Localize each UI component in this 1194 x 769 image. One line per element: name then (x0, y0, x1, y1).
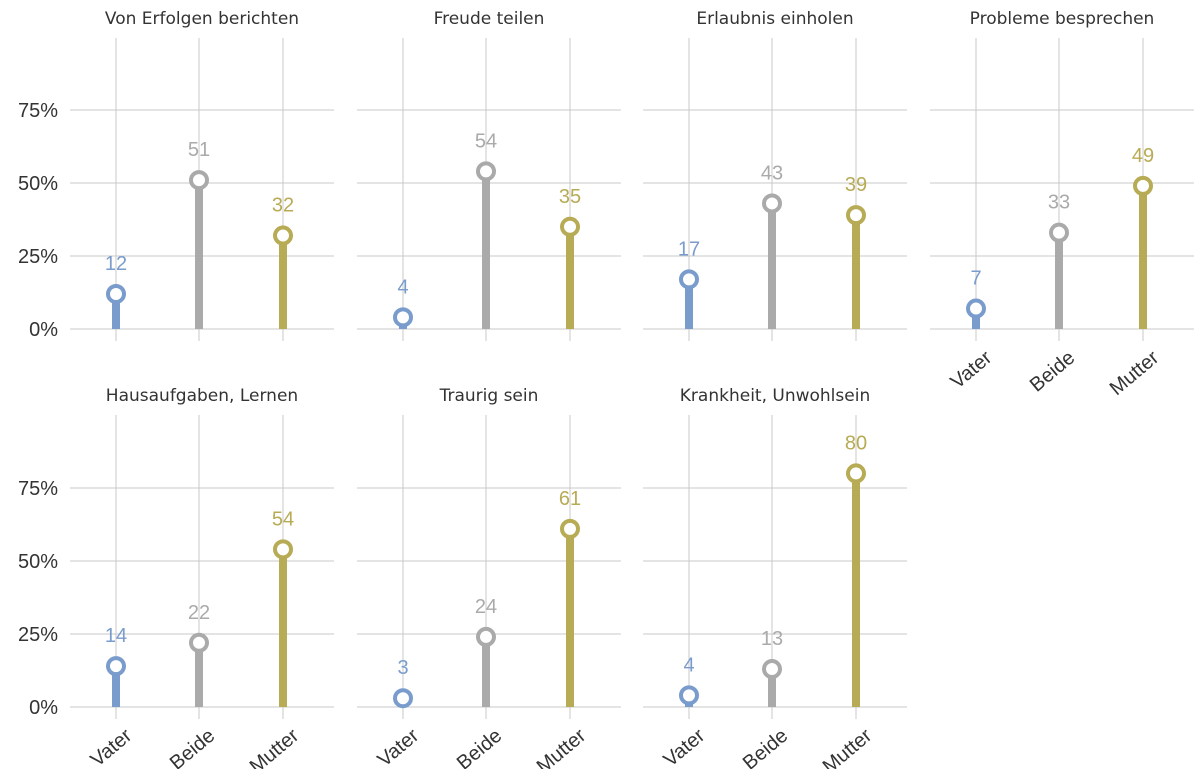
y-tick-label: 25% (18, 246, 58, 268)
x-tick-label: Mutter (1106, 346, 1164, 400)
value-label: 51 (188, 139, 210, 161)
x-tick-label: Vater (660, 724, 710, 769)
x-tick-label: Beide (739, 725, 792, 769)
lollipop-point (679, 685, 699, 706)
x-tick-label: Vater (87, 724, 137, 769)
x-tick-label: Beide (166, 725, 219, 769)
lollipop-point (762, 193, 782, 214)
lollipop-point (106, 283, 126, 304)
lollipop-point (393, 688, 413, 709)
panel-title: Erlaubnis einholen (696, 9, 853, 29)
lollipop-point (273, 225, 293, 246)
value-label: 35 (559, 186, 581, 208)
lollipop-point (189, 632, 209, 653)
x-tick-label: Vater (947, 346, 997, 393)
lollipop-point (846, 205, 866, 226)
value-label: 22 (188, 602, 210, 624)
value-label: 12 (105, 253, 127, 275)
lollipop-point (966, 298, 986, 319)
value-label: 7 (970, 268, 981, 290)
lollipop-point (273, 539, 293, 560)
panel-title: Hausaufgaben, Lernen (106, 386, 298, 406)
value-label: 14 (105, 625, 127, 647)
value-label: 32 (272, 195, 294, 217)
lollipop-point (846, 463, 866, 484)
x-tick-label: Beide (453, 725, 506, 769)
panel-6: Traurig sein 3 24 61 Vater Beide Mutter (357, 386, 621, 769)
value-label: 49 (1132, 145, 1154, 167)
panel-1: Von Erfolgen berichten 0% 25% 50% 75% 12 51 32 (18, 9, 334, 341)
lollipop-point (476, 626, 496, 647)
value-label: 3 (397, 657, 408, 679)
panel-7: Krankheit, Unwohlsein 4 13 80 Vater Beide Mutt… (643, 386, 907, 769)
value-label: 61 (559, 488, 581, 510)
x-tick-label: Mutter (819, 724, 877, 769)
y-tick-label: 75% (18, 478, 58, 500)
panel-3: Erlaubnis einholen 17 43 39 (643, 9, 907, 341)
value-label: 4 (683, 654, 694, 676)
y-tick-label: 50% (18, 173, 58, 195)
y-tick-label: 50% (18, 551, 58, 573)
lollipop-point (476, 161, 496, 182)
lollipop-point (106, 656, 126, 677)
panel-2: Freude teilen 4 54 35 (357, 9, 621, 341)
lollipop-point (393, 307, 413, 328)
lollipop-point (560, 518, 580, 539)
lollipop-point (762, 659, 782, 680)
y-tick-label: 75% (18, 100, 58, 122)
lollipop-point (1133, 175, 1153, 196)
value-label: 4 (397, 276, 408, 298)
panel-5: Hausaufgaben, Lernen 0% 25% 50% 75% 14 22 54 Vat… (18, 386, 334, 769)
value-label: 54 (272, 508, 294, 530)
y-tick-label: 0% (29, 697, 58, 719)
lollipop-point (1049, 222, 1069, 243)
value-label: 33 (1048, 192, 1070, 214)
panel-title: Traurig sein (439, 386, 539, 406)
panel-title: Probleme besprechen (970, 9, 1155, 29)
value-label: 17 (678, 238, 700, 260)
x-tick-label: Beide (1026, 347, 1079, 397)
lollipop-point (679, 269, 699, 290)
value-label: 80 (845, 432, 867, 454)
y-tick-label: 0% (29, 319, 58, 341)
x-tick-label: Vater (374, 724, 424, 769)
x-tick-label: Mutter (246, 724, 304, 769)
value-label: 13 (761, 628, 783, 650)
value-label: 43 (761, 162, 783, 184)
panel-4: Probleme besprechen 7 33 49 Vater Beide Mutter (930, 9, 1194, 400)
panel-title: Von Erfolgen berichten (105, 9, 299, 29)
lollipop-point (189, 170, 209, 191)
y-tick-label: 25% (18, 624, 58, 646)
value-label: 24 (475, 596, 497, 618)
x-tick-label: Mutter (533, 724, 591, 769)
value-label: 54 (475, 130, 497, 152)
panel-title: Krankheit, Unwohlsein (680, 386, 870, 406)
panel-title: Freude teilen (434, 9, 545, 29)
lollipop-point (560, 216, 580, 237)
value-label: 39 (845, 174, 867, 196)
